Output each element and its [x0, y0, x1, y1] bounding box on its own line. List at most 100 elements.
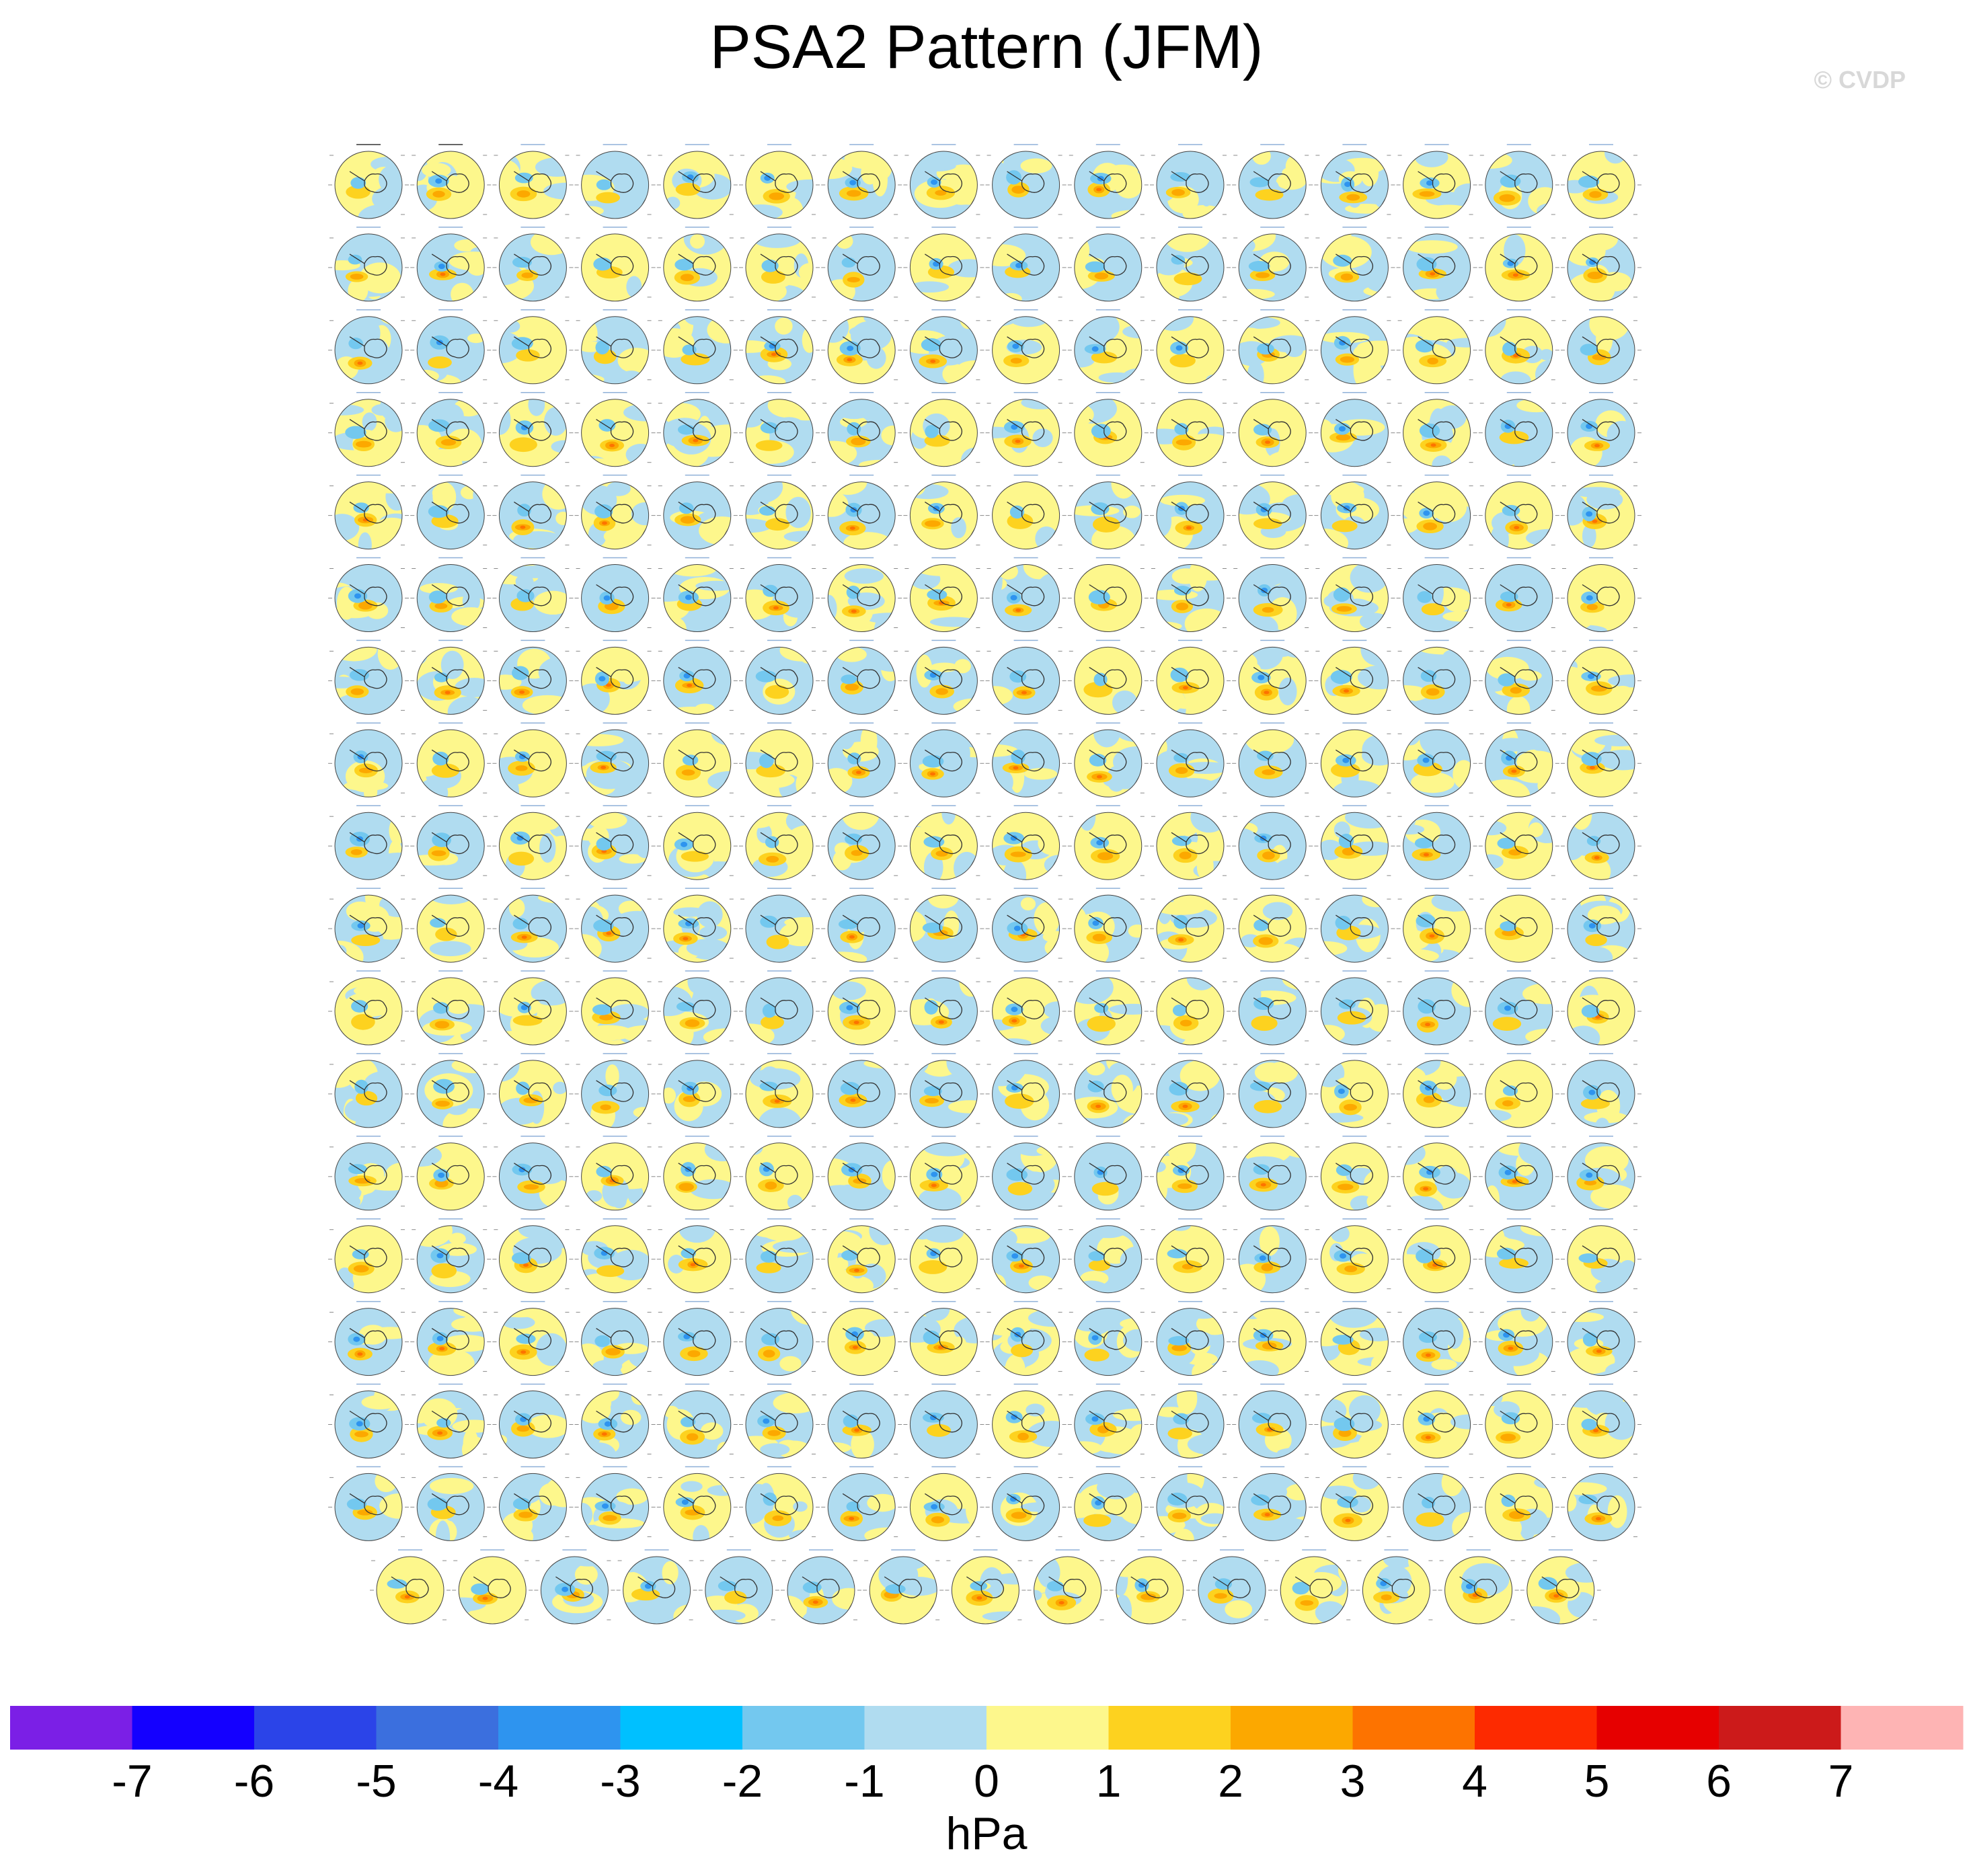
panel-map: [1232, 722, 1313, 797]
panel-map: [656, 557, 738, 632]
panel-map: [656, 1136, 738, 1211]
panel-map: [1232, 888, 1313, 963]
panel-map: [1150, 144, 1231, 219]
panel-map: [739, 1136, 820, 1211]
panel-map: [1561, 888, 1641, 963]
panel-map: [492, 1136, 574, 1211]
colorbar-tick-label: 2: [1218, 1756, 1243, 1807]
panel-map: [656, 391, 738, 467]
panel-map: [1478, 1300, 1559, 1376]
panel-map: [656, 144, 738, 219]
panel-map: [1232, 1300, 1313, 1376]
panel-map: [985, 1053, 1067, 1128]
colorbar-swatch: [1475, 1706, 1597, 1750]
panel-map: [410, 1383, 492, 1458]
panel-map: [410, 1136, 492, 1211]
panel-map: [1396, 1300, 1477, 1376]
panel-map: [656, 1300, 738, 1376]
colorbar-tick-label: 7: [1828, 1756, 1854, 1807]
panel-map: [985, 1300, 1067, 1376]
panel-map: [1067, 474, 1149, 550]
panel-map: [492, 1053, 574, 1128]
panel-map: [985, 227, 1067, 302]
panel-map: [410, 1466, 492, 1541]
panel-map: [1478, 722, 1559, 797]
panel-map: [903, 1383, 984, 1458]
panel-map: [739, 144, 820, 219]
panel-map: [410, 474, 492, 550]
panel-map: [574, 1136, 656, 1211]
panel-map: [656, 639, 738, 715]
panel-map: [821, 391, 902, 467]
panel-map: [574, 557, 656, 632]
panel-map: [1396, 722, 1477, 797]
panel-map: [1150, 1136, 1231, 1211]
panel-map: [492, 227, 574, 302]
panel-map: [985, 888, 1067, 963]
panel-map: [656, 1218, 738, 1294]
panel-map: [1396, 557, 1477, 632]
colorbar-tick-label: -1: [844, 1756, 884, 1807]
colorbar-tick-label: 4: [1462, 1756, 1487, 1807]
panel-map: [1314, 805, 1395, 880]
panel-map: [1314, 309, 1395, 385]
panel-map: [574, 1053, 656, 1128]
panel-map: [1150, 1466, 1231, 1541]
panel-map: [739, 474, 820, 550]
panel-map: [1561, 1218, 1641, 1294]
panel-map: [1396, 1383, 1477, 1458]
panel-map: [656, 722, 738, 797]
panel-map: [1067, 970, 1149, 1046]
panel-map: [656, 805, 738, 880]
panel-map: [492, 391, 574, 467]
panel-map: [1150, 888, 1231, 963]
colorbar-tick-label: 5: [1584, 1756, 1610, 1807]
panel-map: [1396, 805, 1477, 880]
panel-map: [1314, 1383, 1395, 1458]
panel-map: [656, 1383, 738, 1458]
panel-map: [1396, 1053, 1477, 1128]
panel-map: [1314, 970, 1395, 1046]
panel-map: [1478, 1383, 1559, 1458]
panel-map: [903, 391, 984, 467]
panel-map: [1150, 1053, 1231, 1128]
panel-map: [656, 1466, 738, 1541]
panel-map: [1314, 639, 1395, 715]
panel-map: [985, 391, 1067, 467]
panel-map: [1314, 888, 1395, 963]
panel-map: [1067, 1136, 1149, 1211]
panel-map: [985, 1136, 1067, 1211]
panel-map: [328, 227, 409, 302]
panel-map: [1150, 639, 1231, 715]
panel-map: [1150, 474, 1231, 550]
panel-map: [656, 1053, 738, 1128]
panel-map: [410, 309, 492, 385]
panel-map: [1561, 639, 1641, 715]
panel-map: [903, 474, 984, 550]
panel-map: [821, 1053, 902, 1128]
colorbar-swatch: [620, 1706, 743, 1750]
panel-map: [739, 309, 820, 385]
panel-map: [821, 722, 902, 797]
colorbar-tick-label: -7: [112, 1756, 152, 1807]
colorbar-swatch: [376, 1706, 499, 1750]
panel-map: [739, 557, 820, 632]
colorbar-swatch: [986, 1706, 1109, 1750]
panel-map: [1561, 391, 1641, 467]
panel-map: [1192, 1549, 1272, 1625]
panel-map: [1067, 888, 1149, 963]
panel-map: [903, 722, 984, 797]
panel-map: [328, 1466, 409, 1541]
panel-map: [985, 970, 1067, 1046]
panel-map: [328, 1053, 409, 1128]
panel-map: [1067, 391, 1149, 467]
panel-map: [656, 970, 738, 1046]
panel-map: [574, 888, 656, 963]
panel-map: [1067, 1383, 1149, 1458]
panel-map: [821, 639, 902, 715]
panel-map: [1396, 1466, 1477, 1541]
panel-map: [410, 1053, 492, 1128]
panel-map: [1232, 1466, 1313, 1541]
panel-map: [1561, 474, 1641, 550]
panel-map: [945, 1549, 1026, 1625]
